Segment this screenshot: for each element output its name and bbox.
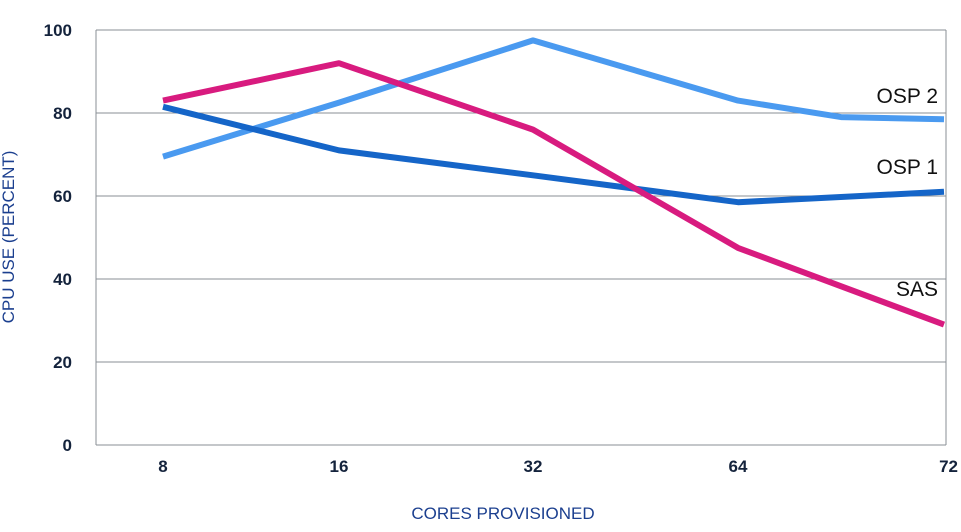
x-axis-title: CORES PROVISIONED	[411, 504, 594, 523]
series-lines	[162, 37, 946, 328]
series-label-osp-2: OSP 2	[877, 85, 938, 108]
y-tick-label-40: 40	[53, 270, 72, 289]
y-tick-labels: 0 20 40 60 80 100	[44, 21, 72, 455]
x-tick-label-32: 32	[524, 457, 543, 476]
series-line-osp-1	[162, 103, 945, 206]
series-label-osp-1: OSP 1	[877, 156, 938, 179]
x-tick-labels: 8 16 32 64 72	[158, 457, 958, 476]
x-tick-label-8: 8	[158, 457, 167, 476]
y-axis-title: CPU USE (PERCENT)	[0, 151, 18, 324]
series-line-sas	[162, 60, 946, 328]
y-tick-label-20: 20	[53, 353, 72, 372]
gridlines	[96, 29, 946, 446]
x-tick-label-16: 16	[330, 457, 349, 476]
series-line-osp-2	[162, 37, 945, 160]
y-tick-label-60: 60	[53, 187, 72, 206]
series-label-sas: SAS	[896, 278, 938, 301]
y-tick-label-100: 100	[44, 21, 72, 40]
series-labels: OSP 2 OSP 1 SAS	[877, 85, 938, 301]
y-tick-label-0: 0	[63, 436, 72, 455]
y-tick-label-80: 80	[53, 104, 72, 123]
x-tick-label-64: 64	[729, 457, 748, 476]
x-tick-label-72: 72	[939, 457, 958, 476]
